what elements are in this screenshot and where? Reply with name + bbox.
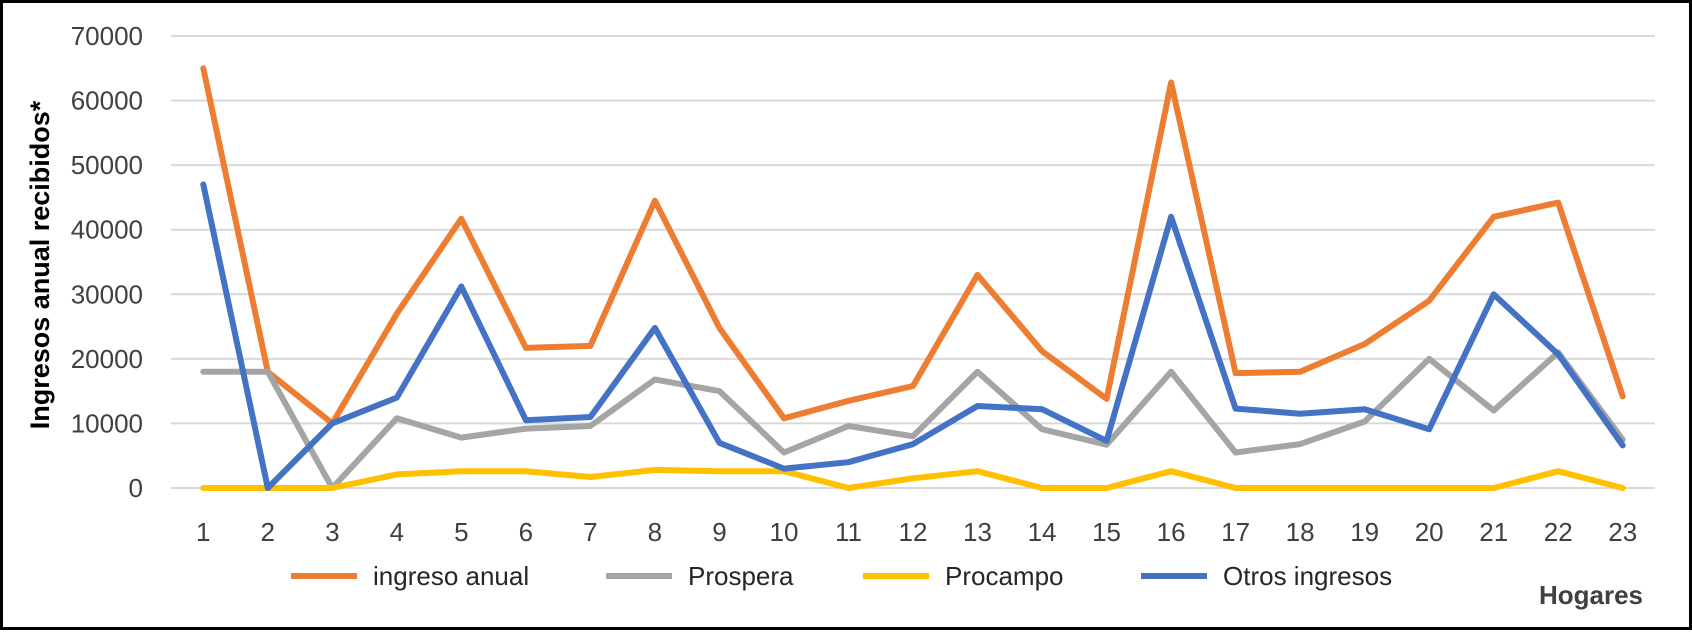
- x-tick-14: 14: [1028, 517, 1057, 547]
- x-tick-18: 18: [1286, 517, 1315, 547]
- y-axis-title: Ingresos anual recibidos*: [25, 100, 55, 429]
- series-line-ingreso-anual: [200, 65, 1626, 427]
- x-tick-13: 13: [963, 517, 992, 547]
- y-tick-10000: 10000: [71, 408, 143, 438]
- x-tick-22: 22: [1544, 517, 1573, 547]
- y-axis-tick-labels: 0 10000 20000 30000 40000 50000 60000 70000: [71, 21, 143, 503]
- x-tick-10: 10: [769, 517, 798, 547]
- x-tick-1: 1: [196, 517, 210, 547]
- x-tick-5: 5: [454, 517, 468, 547]
- legend-label-otros-ingresos: Otros ingresos: [1223, 561, 1392, 591]
- x-tick-4: 4: [390, 517, 404, 547]
- x-tick-16: 16: [1157, 517, 1186, 547]
- x-tick-20: 20: [1415, 517, 1444, 547]
- y-tick-50000: 50000: [71, 150, 143, 180]
- y-tick-30000: 30000: [71, 279, 143, 309]
- y-tick-40000: 40000: [71, 215, 143, 245]
- y-tick-20000: 20000: [71, 344, 143, 374]
- series-line-procampo: [200, 466, 1626, 491]
- x-tick-12: 12: [899, 517, 928, 547]
- x-tick-15: 15: [1092, 517, 1121, 547]
- legend: ingreso anual Prospera Procampo Otros ingre…: [291, 561, 1392, 591]
- legend-label-ingreso-anual: ingreso anual: [373, 561, 529, 591]
- x-tick-17: 17: [1221, 517, 1250, 547]
- legend-label-prospera: Prospera: [688, 561, 794, 591]
- y-tick-60000: 60000: [71, 86, 143, 116]
- x-tick-3: 3: [325, 517, 339, 547]
- x-tick-11: 11: [835, 517, 862, 547]
- x-tick-7: 7: [583, 517, 597, 547]
- x-tick-8: 8: [648, 517, 662, 547]
- x-tick-9: 9: [712, 517, 726, 547]
- x-tick-23: 23: [1608, 517, 1637, 547]
- x-axis-title: Hogares: [1539, 580, 1643, 610]
- x-tick-21: 21: [1479, 517, 1508, 547]
- series-lines: [200, 65, 1626, 491]
- x-tick-2: 2: [261, 517, 275, 547]
- x-tick-19: 19: [1350, 517, 1379, 547]
- x-tick-6: 6: [519, 517, 533, 547]
- y-tick-0: 0: [129, 473, 143, 503]
- series-line-prospera: [200, 349, 1626, 491]
- legend-label-procampo: Procampo: [945, 561, 1064, 591]
- x-axis-tick-labels: 1 2 3 4 5 6 7 8 9 10 11 12 13 14 15 16 17 18 19 20 21 22 23: [196, 517, 1637, 547]
- series-line-otros-ingresos: [200, 181, 1626, 491]
- y-tick-70000: 70000: [71, 21, 143, 51]
